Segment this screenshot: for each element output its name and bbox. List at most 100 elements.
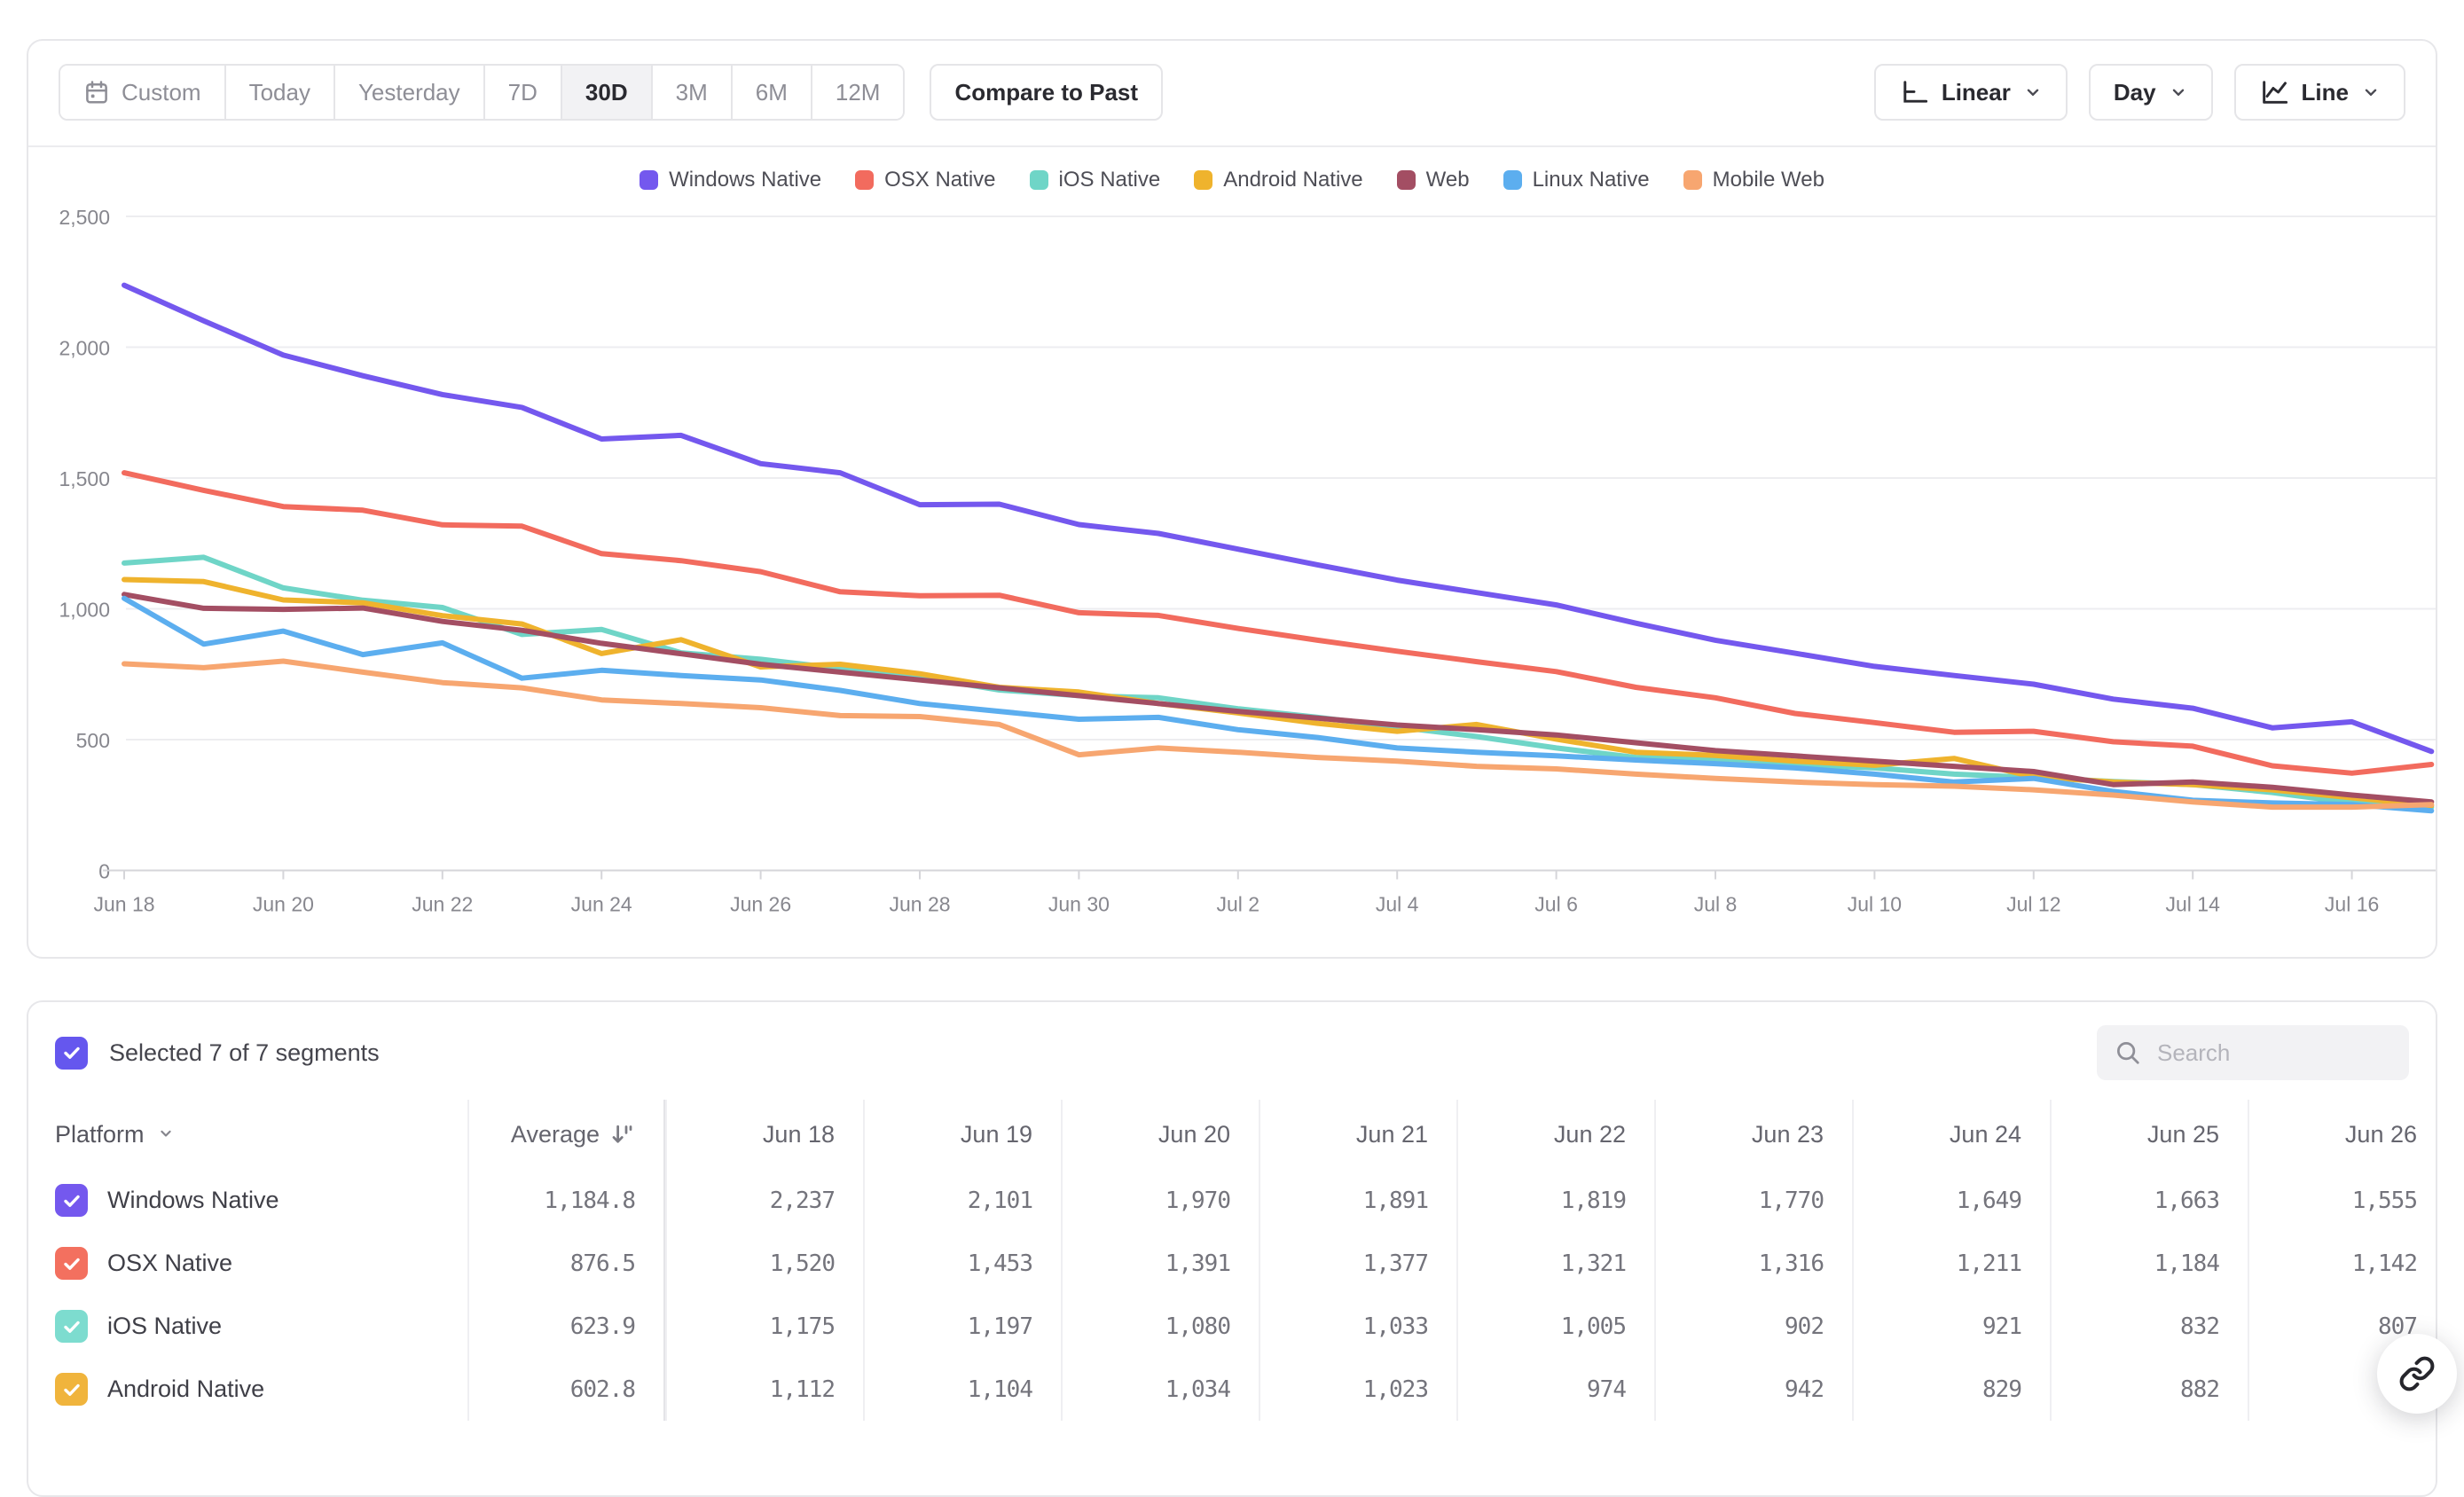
range-option-label: Today: [248, 78, 310, 106]
column-header-jun-21[interactable]: Jun 21: [1259, 1100, 1456, 1169]
value-cell: 1,891: [1259, 1169, 1456, 1232]
legend-item-osx-native[interactable]: OSX Native: [855, 168, 996, 192]
legend-item-windows-native[interactable]: Windows Native: [640, 168, 821, 192]
segment-label: iOS Native: [107, 1313, 223, 1339]
select-all-segments-checkbox[interactable]: [55, 1036, 88, 1070]
chevron-down-icon: [157, 1121, 175, 1148]
value-cell: 1,555: [2248, 1169, 2436, 1232]
line-chart-icon: [2259, 79, 2289, 106]
column-header-jun-20[interactable]: Jun 20: [1061, 1100, 1259, 1169]
platform-cell: OSX Native: [28, 1232, 467, 1295]
range-option-12m[interactable]: 12M: [812, 66, 904, 119]
segment-checkbox-osx-native[interactable]: [55, 1247, 88, 1280]
column-header-average[interactable]: Average: [467, 1100, 665, 1169]
range-option-3m[interactable]: 3M: [652, 66, 733, 119]
column-header-platform[interactable]: Platform: [28, 1100, 467, 1169]
value-cell: 602.8: [467, 1358, 665, 1421]
x-axis-tick-label: Jul 10: [1848, 893, 1902, 916]
legend-label: OSX Native: [884, 168, 996, 192]
value-cell: 974: [1456, 1358, 1654, 1421]
value-cell: 1,023: [1259, 1358, 1456, 1421]
value-cell: 882: [2050, 1358, 2248, 1421]
table-row-windows-native: Windows Native 1,184.8 2,237 2,101 1,970 1,89…: [28, 1169, 2436, 1232]
value-cell: 1,211: [1852, 1232, 2050, 1295]
column-header-jun-18[interactable]: Jun 18: [665, 1100, 863, 1169]
value-cell: 1,034: [1061, 1358, 1259, 1421]
column-header-jun-23[interactable]: Jun 23: [1654, 1100, 1852, 1169]
share-link-button[interactable]: [2377, 1334, 2457, 1414]
column-header-label: Jun 22: [1553, 1120, 1626, 1148]
x-axis-tick-label: Jul 14: [2166, 893, 2221, 916]
platform-header-label: Platform: [55, 1120, 145, 1148]
linear-scale-icon: [1899, 79, 1929, 106]
column-header-jun-24[interactable]: Jun 24: [1852, 1100, 2050, 1169]
value-cell: 1,520: [665, 1232, 863, 1295]
column-header-jun-25[interactable]: Jun 25: [2050, 1100, 2248, 1169]
value-cell: 1,104: [863, 1358, 1061, 1421]
compare-to-past-button[interactable]: Compare to Past: [930, 64, 1164, 121]
range-option-30d[interactable]: 30D: [561, 66, 653, 119]
link-icon: [2399, 1356, 2435, 1391]
x-axis-tick-label: Jun 24: [571, 893, 632, 916]
value-cell: 1,184.8: [467, 1169, 665, 1232]
range-option-label: 30D: [585, 78, 628, 106]
legend-item-linux-native[interactable]: Linux Native: [1503, 168, 1650, 192]
range-option-label: 12M: [835, 78, 881, 106]
legend-label: Android Native: [1223, 168, 1363, 192]
y-axis-tick-label: 2,000: [59, 337, 110, 360]
column-header-label: Jun 26: [2344, 1120, 2417, 1148]
range-option-6m[interactable]: 6M: [732, 66, 812, 119]
chart-card: Custom Today Yesterday 7D 30D 3M 6M 12M Compare…: [27, 39, 2437, 959]
selected-segments-summary: Selected 7 of 7 segments: [109, 1038, 380, 1066]
value-cell: 1,184: [2050, 1232, 2248, 1295]
column-header-jun-19[interactable]: Jun 19: [863, 1100, 1061, 1169]
legend-item-mobile-web[interactable]: Mobile Web: [1683, 168, 1824, 192]
value-cell: 902: [1654, 1295, 1852, 1358]
scale-dropdown[interactable]: Linear: [1873, 64, 2068, 121]
legend-swatch: [1194, 170, 1213, 190]
interval-dropdown[interactable]: Day: [2088, 64, 2213, 121]
series-line-windows-native: [122, 282, 2435, 755]
segment-checkbox-windows-native[interactable]: [55, 1184, 88, 1217]
x-axis-tick-label: Jul 12: [2006, 893, 2060, 916]
value-cell: 1,112: [665, 1358, 863, 1421]
column-header-label: Jun 25: [2146, 1120, 2219, 1148]
column-header-jun-22[interactable]: Jun 22: [1456, 1100, 1654, 1169]
chevron-down-icon: [2169, 82, 2188, 102]
value-cell: 1,175: [665, 1295, 863, 1358]
legend-item-web[interactable]: Web: [1396, 168, 1470, 192]
scale-dropdown-label: Linear: [1941, 78, 2011, 106]
sort-descending-icon: [608, 1121, 635, 1148]
legend-item-android-native[interactable]: Android Native: [1194, 168, 1363, 192]
legend-swatch: [1029, 170, 1048, 190]
chart-toolbar: Custom Today Yesterday 7D 30D 3M 6M 12M Compare…: [28, 41, 2436, 145]
series-line-linux-native: [122, 595, 2435, 814]
calendar-icon: [83, 79, 110, 106]
value-cell: 1,316: [1654, 1232, 1852, 1295]
segment-checkbox-ios-native[interactable]: [55, 1310, 88, 1343]
range-option-7d[interactable]: 7D: [484, 66, 562, 119]
value-cell: 1,080: [1061, 1295, 1259, 1358]
chart-type-dropdown[interactable]: Line: [2233, 64, 2405, 121]
value-cell: 1,819: [1456, 1169, 1654, 1232]
legend-swatch: [640, 170, 659, 190]
range-option-custom[interactable]: Custom: [60, 66, 226, 119]
segments-table: Platform Average Jun 18 Jun 19 Jun 20 Jun 21 J…: [28, 1100, 2436, 1421]
legend-item-ios-native[interactable]: iOS Native: [1029, 168, 1160, 192]
column-header-jun-26[interactable]: Jun 26: [2248, 1100, 2436, 1169]
x-axis-tick-label: Jun 18: [93, 893, 154, 916]
range-option-yesterday[interactable]: Yesterday: [334, 66, 485, 119]
range-option-today[interactable]: Today: [225, 66, 335, 119]
toolbar-divider: [28, 145, 2436, 147]
y-axis-tick-label: 500: [76, 729, 110, 752]
segments-search-input[interactable]: [2155, 1038, 2391, 1068]
value-cell: 2,101: [863, 1169, 1061, 1232]
column-header-label: Jun 24: [1949, 1120, 2021, 1148]
column-header-label: Jun 20: [1157, 1120, 1230, 1148]
value-cell: 1,453: [863, 1232, 1061, 1295]
value-cell: 829: [1852, 1358, 2050, 1421]
segments-search-box[interactable]: [2097, 1025, 2409, 1080]
column-header-label: Average: [510, 1120, 600, 1148]
segment-checkbox-android-native[interactable]: [55, 1373, 88, 1406]
